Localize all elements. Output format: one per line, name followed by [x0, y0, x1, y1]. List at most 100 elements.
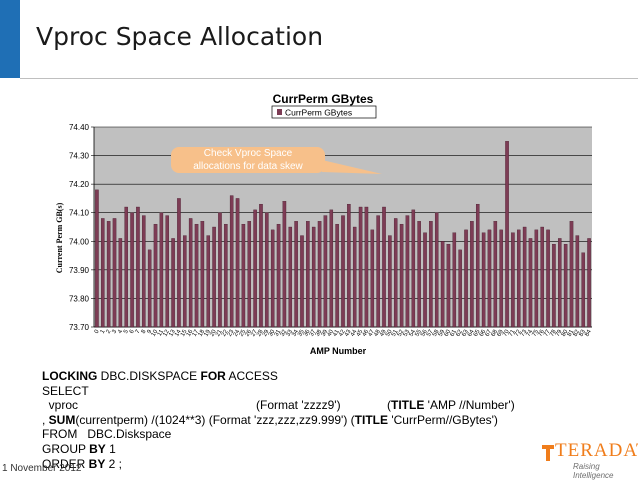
x-tick-label: 43 — [344, 328, 353, 337]
bar — [241, 223, 246, 328]
bar-chart: 74.40 74.30 74.20 74.10 74.00 73.90 73.80 73.70… — [55, 92, 593, 356]
x-tick-label: 34 — [291, 328, 300, 337]
x-tick-label: 4 — [117, 328, 124, 334]
y-tick-label: 73.90 — [69, 266, 90, 275]
x-tick-label: 73 — [520, 328, 529, 337]
footer-date: 1 November 2012 — [2, 463, 82, 474]
bar — [440, 241, 445, 328]
bar — [370, 229, 375, 328]
x-tick-label: 21 — [215, 328, 224, 337]
bar — [475, 203, 480, 328]
sql-text: ORDER — [42, 456, 89, 471]
bar — [517, 229, 521, 328]
sql-line-2: SELECT — [42, 383, 89, 398]
x-tick-label: 53 — [403, 328, 412, 337]
x-tick-label: 59 — [438, 328, 447, 337]
x-tick-label: 84 — [584, 328, 593, 337]
bar — [177, 198, 181, 328]
x-tick-label: 41 — [332, 328, 341, 337]
x-tick-label: 3 — [111, 328, 118, 334]
bar — [95, 189, 99, 328]
bar — [153, 223, 158, 328]
bar — [358, 206, 363, 328]
bar — [546, 229, 550, 328]
x-tick-label: 72 — [514, 328, 523, 337]
y-axis-label: Current Perm GB(s) — [55, 202, 64, 273]
x-tick-label: 14 — [174, 328, 183, 337]
sql-text: 'AMP //Number') — [424, 398, 515, 413]
x-tick-label: 19 — [203, 328, 212, 337]
sql-keyword: BY — [89, 441, 106, 456]
y-tick-label: 74.30 — [69, 152, 90, 161]
x-tick-label: 17 — [192, 328, 201, 337]
x-tick-label: 56 — [420, 328, 429, 337]
bar — [300, 235, 304, 328]
bar — [405, 215, 410, 328]
x-tick-label: 28 — [256, 328, 265, 337]
logo-wordmark: TERADATA — [555, 440, 638, 461]
x-tick-label: 32 — [280, 328, 289, 337]
x-tick-label: 5 — [123, 328, 130, 334]
sql-line-3: vproc (Format 'zzzz9') (TITLE 'AMP //Numbe… — [42, 398, 515, 413]
bar — [130, 212, 134, 328]
bar — [317, 221, 322, 328]
bar — [247, 221, 252, 328]
x-tick-label: 70 — [502, 328, 511, 337]
x-tick-label: 66 — [479, 328, 488, 337]
bar — [124, 206, 128, 328]
sql-line-1: LOCKING DBC.DISKSPACE FOR ACCESS — [42, 369, 498, 384]
x-tick-label: 54 — [408, 328, 417, 337]
bar — [423, 232, 427, 328]
bar — [229, 195, 234, 328]
sql-text: ( — [387, 398, 391, 413]
x-tick-label: 76 — [537, 328, 546, 337]
x-tick-label: 61 — [450, 328, 459, 337]
bar — [417, 221, 421, 328]
bar — [399, 223, 404, 328]
x-tick-label: 55 — [414, 328, 423, 337]
sql-text: 1 — [105, 441, 116, 456]
sql-keyword: SUM — [48, 412, 76, 427]
bar — [464, 229, 468, 328]
bar — [194, 223, 199, 328]
bar — [276, 223, 281, 328]
bar — [282, 201, 287, 328]
callout-line-2: allocations for data skew — [193, 161, 303, 172]
bar — [487, 229, 492, 328]
x-tick-label: 7 — [135, 328, 142, 334]
bar — [499, 229, 503, 328]
sql-text: 'CurrPerm//GBytes') — [388, 412, 498, 427]
bar — [142, 215, 146, 328]
bar — [481, 232, 486, 328]
sql-keyword: FOR — [200, 369, 226, 383]
y-tick-label: 73.80 — [69, 294, 90, 303]
x-tick-label: 0 — [94, 328, 101, 334]
x-tick-label: 45 — [356, 328, 365, 337]
x-tick-label: 25 — [239, 328, 248, 337]
x-tick-label: 44 — [350, 328, 359, 337]
sql-keyword: BY — [88, 456, 106, 471]
bar — [511, 232, 515, 328]
x-tick-label: 16 — [186, 328, 195, 337]
legend-swatch — [277, 109, 282, 115]
x-tick-label: 35 — [297, 328, 306, 337]
bar — [393, 218, 398, 328]
bar — [288, 226, 293, 328]
bar — [206, 235, 211, 328]
bar — [493, 221, 498, 328]
x-tick-label: 9 — [147, 328, 154, 334]
bar — [294, 221, 298, 328]
teradata-logo: TERADATA Raising Intelligence — [540, 440, 638, 480]
bar — [347, 203, 351, 328]
bar — [218, 212, 222, 328]
sql-line-5: FROM DBC.Diskspace — [42, 427, 172, 442]
bar — [575, 235, 580, 328]
x-tick-label: 60 — [444, 328, 453, 337]
y-tick-label: 74.40 — [69, 123, 90, 132]
sql-query: LOCKING DBC.DISKSPACE FOR ACCESS SELECT … — [42, 369, 515, 471]
bar — [411, 209, 416, 328]
x-tick-label: 26 — [244, 328, 253, 337]
x-tick-label: 58 — [432, 328, 441, 337]
x-tick-label: 52 — [397, 328, 406, 337]
bar — [505, 141, 509, 328]
